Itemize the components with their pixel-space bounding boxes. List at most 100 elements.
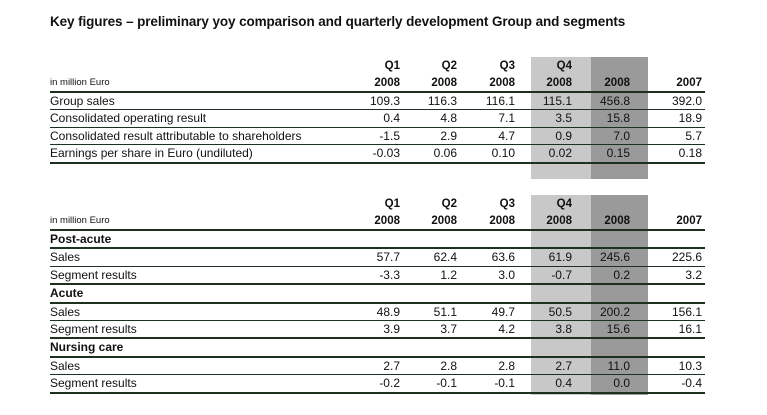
row-label: Consolidated result attributable to shar… — [50, 128, 302, 143]
col-header: Q2 — [441, 198, 457, 210]
cell: 16.1 — [678, 321, 702, 336]
header-row-top: Q1 Q2 Q3 Q4 — [50, 58, 705, 75]
row-label: Sales — [50, 358, 81, 373]
cell: 4.7 — [498, 128, 515, 143]
col-header: 2007 — [676, 214, 702, 227]
col-header: 2008 — [489, 76, 515, 89]
col-header: 2008 — [431, 214, 457, 227]
cell: 0.02 — [548, 146, 572, 161]
cell: 3.7 — [440, 321, 457, 336]
cell: 63.6 — [491, 250, 515, 265]
col-header: Q1 — [384, 60, 400, 72]
cell: 4.8 — [440, 111, 457, 126]
col-header: Q3 — [499, 198, 515, 210]
cell: 0.10 — [491, 146, 515, 161]
table-row-group-sales: Group sales 109.3 116.3 116.1 115.1 456.… — [50, 93, 705, 111]
row-label: Segment results — [50, 376, 137, 391]
cell: 3.2 — [685, 267, 702, 282]
section-label: Nursing care — [50, 340, 124, 355]
cell: 48.9 — [376, 304, 400, 319]
cell: 0.0 — [613, 376, 630, 391]
cell: 2.8 — [498, 358, 515, 373]
cell: 7.0 — [613, 128, 630, 143]
cell: 15.6 — [606, 321, 630, 336]
table-row-sales: Sales 48.9 51.1 49.7 50.5 200.2 156.1 — [50, 304, 705, 321]
row-label: Segment results — [50, 321, 137, 336]
cell: 0.06 — [433, 146, 457, 161]
year-2008-column-shading — [591, 195, 648, 395]
cell: 10.3 — [678, 358, 702, 373]
cell: 18.9 — [678, 111, 702, 126]
table-row-segment-results: Segment results 3.9 3.7 4.2 3.8 15.6 16.… — [50, 321, 705, 340]
col-header: 2007 — [676, 76, 702, 89]
col-header: 2008 — [431, 76, 457, 89]
cell: 3.8 — [555, 321, 572, 336]
cell: 61.9 — [548, 250, 572, 265]
cell: 3.0 — [498, 267, 515, 282]
cell: 116.1 — [485, 94, 515, 108]
cell: 62.4 — [433, 250, 457, 265]
cell: 3.5 — [555, 111, 572, 126]
cell: 51.1 — [433, 304, 457, 319]
cell: 109.3 — [369, 94, 400, 108]
page-title: Key figures – preliminary yoy comparison… — [50, 14, 626, 29]
cell: -0.1 — [436, 376, 457, 391]
cell: 4.2 — [498, 321, 515, 336]
table-row-operating-result: Consolidated operating result 0.4 4.8 7.… — [50, 110, 705, 128]
cell: 392.0 — [671, 94, 702, 108]
col-header: 2008 — [546, 214, 572, 227]
cell: 456.8 — [599, 94, 630, 108]
table-row-segment-results: Segment results -3.3 1.2 3.0 -0.7 0.2 3.… — [50, 267, 705, 286]
col-header: 2008 — [489, 214, 515, 227]
row-label: Sales — [50, 304, 81, 319]
cell: 0.4 — [555, 376, 572, 391]
row-label: Consolidated operating result — [50, 111, 207, 126]
cell: 1.2 — [440, 267, 457, 282]
row-label: Group sales — [50, 94, 115, 108]
table-row-eps: Earnings per share in Euro (undiluted) -… — [50, 145, 705, 164]
q4-column-shading — [531, 195, 591, 395]
cell: 3.9 — [383, 321, 400, 336]
section-heading-acute: Acute — [50, 285, 705, 304]
col-header: Q2 — [441, 60, 457, 72]
col-header: Q1 — [384, 198, 400, 210]
header-row-top: Q1 Q2 Q3 Q4 — [50, 196, 705, 213]
cell: -0.2 — [379, 376, 400, 391]
row-label: Sales — [50, 250, 81, 265]
cell: 7.1 — [498, 111, 515, 126]
section-heading-nursing-care: Nursing care — [50, 339, 705, 358]
col-header: 2008 — [604, 214, 630, 227]
cell: 0.4 — [383, 111, 400, 126]
cell: -0.03 — [372, 146, 400, 161]
cell: 115.1 — [542, 94, 572, 108]
cell: 0.15 — [606, 146, 630, 161]
header-row-bottom: in million Euro 2008 2008 2008 2008 2008… — [50, 75, 705, 93]
table-row-result-shareholders: Consolidated result attributable to shar… — [50, 128, 705, 146]
col-header: Q4 — [556, 60, 572, 72]
cell: 2.9 — [440, 128, 457, 143]
cell: 0.9 — [555, 128, 572, 143]
section-label: Acute — [50, 286, 84, 301]
cell: 49.7 — [491, 304, 515, 319]
cell: 225.6 — [671, 250, 702, 265]
key-figures-group-table: Q1 Q2 Q3 Q4 in million Euro 2008 2008 20… — [50, 58, 705, 164]
cell: 156.1 — [671, 304, 702, 319]
cell: 57.7 — [376, 250, 400, 265]
unit-label: in million Euro — [50, 214, 110, 226]
cell: -0.1 — [494, 376, 515, 391]
cell: 116.3 — [427, 94, 457, 108]
unit-label: in million Euro — [50, 76, 110, 88]
cell: -1.5 — [379, 128, 400, 143]
section-label: Post-acute — [50, 232, 112, 246]
q4-column-shading — [531, 57, 591, 179]
cell: 2.7 — [383, 358, 400, 373]
cell: -0.7 — [551, 267, 572, 282]
row-label: Segment results — [50, 267, 137, 282]
cell: 15.8 — [606, 111, 630, 126]
cell: 2.8 — [440, 358, 457, 373]
col-header: 2008 — [374, 214, 400, 227]
section-heading-post-acute: Post-acute — [50, 231, 705, 250]
table-row-segment-results: Segment results -0.2 -0.1 -0.1 0.4 0.0 -… — [50, 375, 705, 394]
row-label: Earnings per share in Euro (undiluted) — [50, 146, 253, 161]
cell: -0.4 — [681, 376, 702, 391]
